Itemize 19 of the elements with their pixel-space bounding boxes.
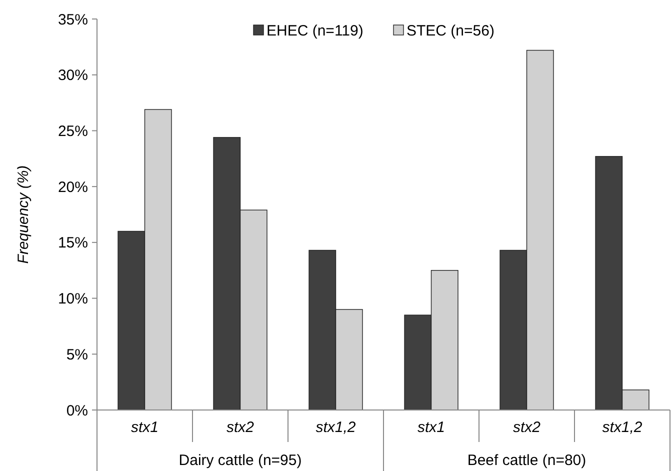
x-tick-label: stx1 (417, 419, 446, 436)
y-axis-title: Frequency (%) (15, 165, 32, 264)
y-tick-label: 0% (66, 402, 88, 420)
text: Dairy cattle (n=95) (178, 452, 302, 469)
x-tick-label: stx1,2 (602, 419, 643, 436)
legend-label: STEC (n=56) (406, 22, 494, 40)
x-tick-label: stx2 (226, 419, 255, 436)
legend-label: EHEC (n=119) (266, 22, 364, 40)
y-tick-label: 10% (58, 290, 88, 308)
text: Beef cattle (n=80) (467, 452, 586, 469)
y-tick-label: 35% (58, 11, 88, 28)
x-tick-label: stx1,2 (316, 419, 356, 436)
y-tick-label: 5% (66, 346, 88, 364)
x-tick-label: stx1 (130, 419, 159, 436)
x-tick-label: stx2 (512, 419, 542, 436)
y-tick-label: 25% (58, 122, 88, 140)
y-tick-label: 15% (58, 234, 88, 252)
y-tick-label: 30% (58, 67, 88, 84)
y-tick-label: 20% (58, 178, 88, 196)
